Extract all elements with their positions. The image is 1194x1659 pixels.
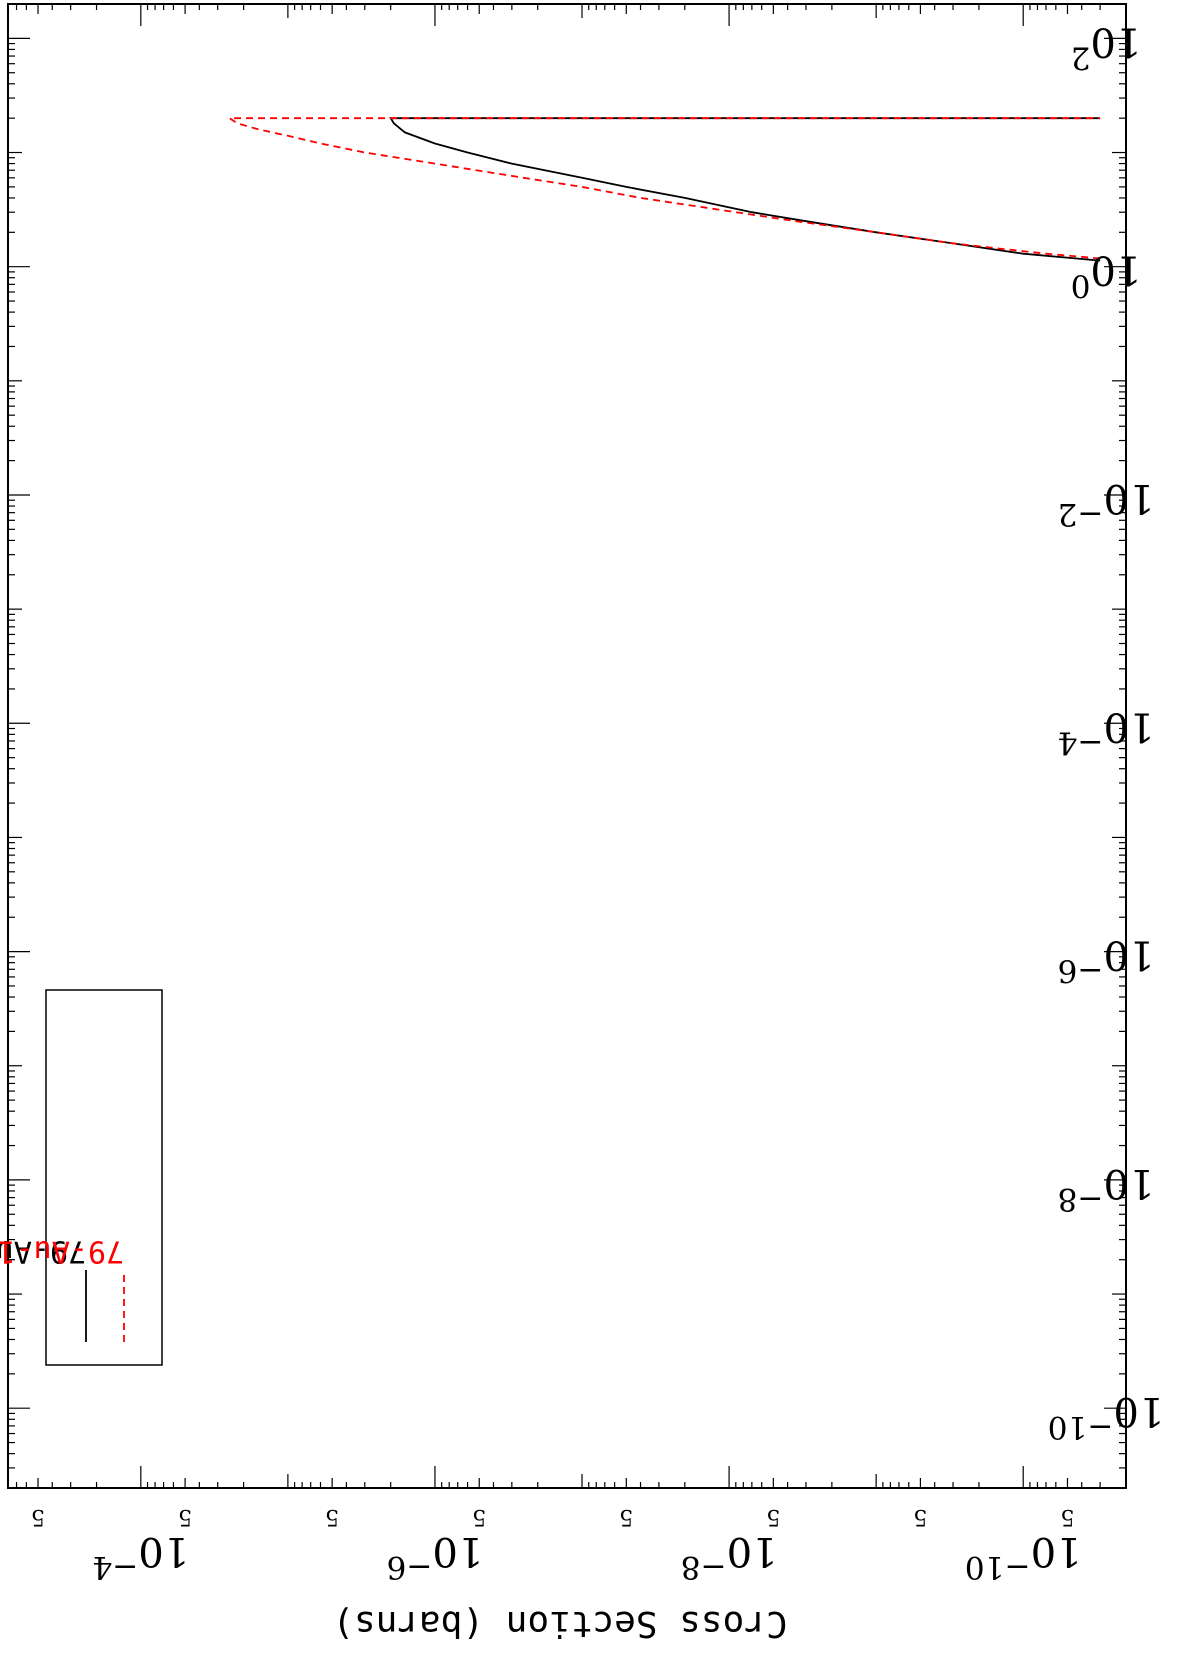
x-tick-label-text: 102 [1071, 18, 1142, 76]
x-tick-label-text: 10−6 [1058, 932, 1155, 990]
y-tick-label-text: 10−6 [386, 1528, 483, 1586]
x-tick-labels: 10−10 10−8 10−6 10−4 10−2 100 102 [1048, 18, 1165, 1445]
y-minor-label-text: 5 [31, 1504, 45, 1529]
x-tick-label-text: 10−8 [1058, 1160, 1155, 1218]
y-tick-label: 10−10 [965, 1528, 1082, 1586]
x-tick-label-text: 100 [1071, 247, 1142, 305]
legend-entry: 79-Au-187g [0, 1234, 86, 1269]
y-minor-label-text: 5 [766, 1504, 780, 1529]
series-curves [226, 117, 1101, 262]
y-axis-title: Cross Section (barns) [332, 1603, 787, 1644]
y-tick-label: 10−6 [386, 1528, 483, 1586]
x-tick-label: 10−6 [1058, 932, 1155, 990]
x-tick-label: 102 [1071, 18, 1142, 76]
y-tick-label: 10−4 [92, 1528, 189, 1586]
x-tick-label-text: 10−2 [1058, 475, 1155, 533]
plot-frame [7, 3, 1127, 1489]
y-minor-label-text: 5 [178, 1504, 192, 1529]
y-minor-label: 5 [472, 1504, 486, 1529]
y-minor-label: 5 [178, 1504, 192, 1529]
x-tick-label-text: 10−10 [1048, 1388, 1165, 1446]
x-tick-label: 10−4 [1058, 703, 1155, 761]
axis-ticks [7, 3, 1127, 1489]
y-minor-label: 5 [619, 1504, 633, 1529]
legend-label: 79-Au-187g [0, 1234, 86, 1269]
series-line [226, 117, 1101, 260]
y-minor-label: 5 [325, 1504, 339, 1529]
y-tick-label-text: 10−4 [92, 1528, 189, 1586]
x-tick-label: 10−10 [1048, 1388, 1165, 1446]
y-minor-label: 5 [31, 1504, 45, 1529]
y-minor-label-text: 5 [619, 1504, 633, 1529]
x-tick-label-text: 10−4 [1058, 703, 1155, 761]
y-axis-label: Cross Section (barns) [332, 1603, 787, 1644]
y-tick-label: 10−8 [681, 1528, 778, 1586]
legend-label: 79-Au-187m2 [0, 1234, 124, 1269]
y-tick-label-text: 10−8 [681, 1528, 778, 1586]
legend: 79-Au-187g79-Au-187m2 [0, 989, 163, 1366]
y-tick-label-text: 10−10 [965, 1528, 1082, 1586]
y-minor-label-text: 5 [472, 1504, 486, 1529]
y-minor-label: 5 [913, 1504, 927, 1529]
x-tick-label: 100 [1071, 247, 1142, 305]
y-minor-label: 5 [766, 1504, 780, 1529]
legend-entry: 79-Au-187m2 [0, 1234, 124, 1269]
y-minor-label-text: 5 [913, 1504, 927, 1529]
y-minor-label: 5 [1060, 1504, 1074, 1529]
x-tick-label: 10−8 [1058, 1160, 1155, 1218]
series-line [389, 117, 1101, 262]
legend-box [45, 989, 163, 1366]
y-minor-label-text: 5 [325, 1504, 339, 1529]
x-tick-label: 10−2 [1058, 475, 1155, 533]
y-minor-label-text: 5 [1060, 1504, 1074, 1529]
